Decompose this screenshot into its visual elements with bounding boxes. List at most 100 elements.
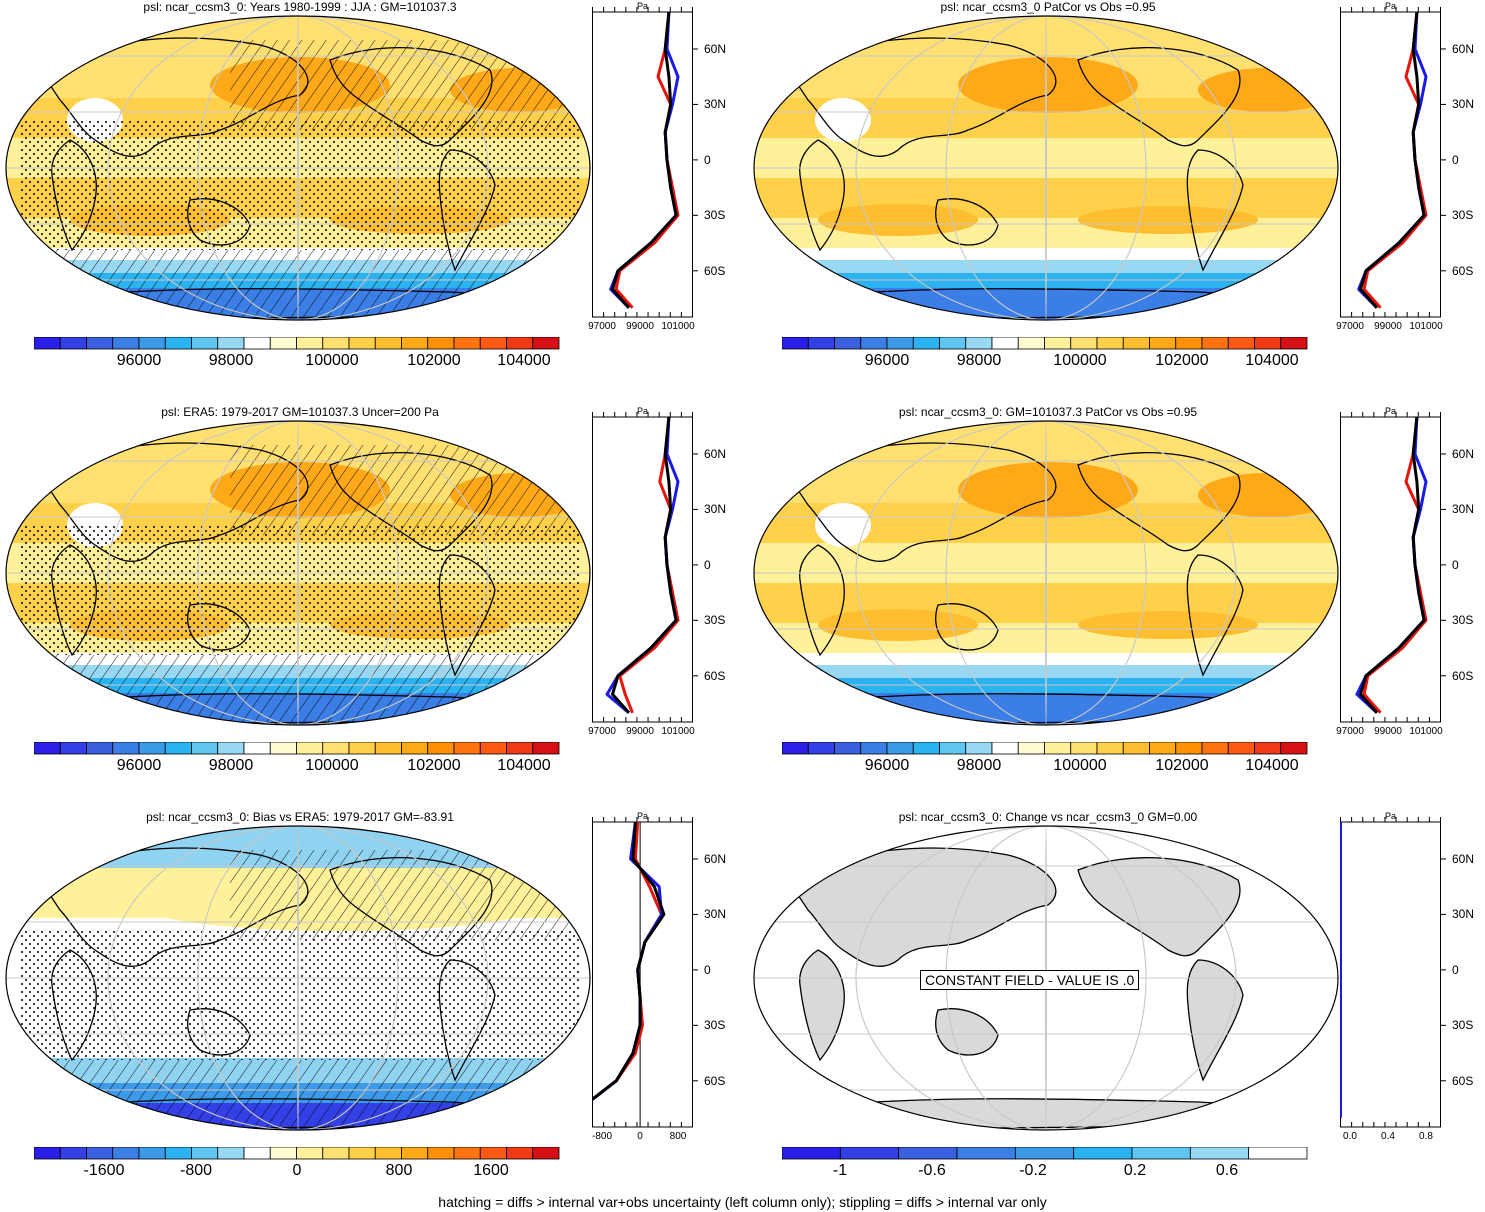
profile-x-tick-label: 101000 (661, 321, 695, 332)
field-band (754, 665, 1338, 678)
colorbar-swatch (886, 742, 914, 755)
latitude-tick-label: 60S (1452, 668, 1474, 683)
profile-x-tick-label: 0.0 (1343, 1131, 1357, 1142)
footer-note: hatching = diffs > internal var+obs unce… (438, 1194, 1047, 1210)
colorbar-tick-label: 1600 (473, 1162, 509, 1179)
hatching-region (6, 655, 590, 725)
colorbar-swatch (34, 337, 61, 350)
colorbar-swatch (506, 742, 534, 755)
profile-line-ref (611, 11, 678, 309)
zonal-profile: Pa (1340, 1, 1446, 318)
profile-x-tick-label: 97000 (1336, 726, 1364, 737)
panel-4: psl: ncar_ccsm3_0: GM=101037.3 PatCor vs… (748, 405, 1485, 805)
profile-x-tick-label: 97000 (588, 321, 616, 332)
colorbar-swatch (217, 1147, 245, 1160)
colorbar-swatch (1201, 337, 1229, 350)
colorbar-swatch (427, 337, 455, 350)
colorbar-tick-label: 104000 (497, 352, 551, 369)
colorbar-swatch (269, 742, 297, 755)
colorbar-swatch (1014, 1147, 1075, 1160)
colorbar-swatch (164, 337, 192, 350)
colorbar-swatch (59, 337, 87, 350)
pressure-high (1078, 611, 1258, 639)
colorbar-swatch (1073, 1147, 1133, 1160)
field-band (754, 248, 1338, 260)
colorbar-swatch (138, 337, 166, 350)
hatching-region (230, 445, 570, 535)
latitude-tick-label: 30S (1452, 1018, 1474, 1033)
colorbar-swatch (965, 742, 993, 755)
colorbar-swatch (401, 1147, 429, 1160)
colorbar-tick-label: 800 (385, 1162, 413, 1179)
latitude-tick-label: 60S (704, 1073, 726, 1088)
latitude-tick-label: 30N (1452, 502, 1475, 517)
graticule-line (297, 16, 299, 320)
graticule-line (945, 16, 1147, 320)
colorbar-swatch (939, 742, 967, 755)
continent-outline (787, 37, 1057, 157)
graticule-line (197, 16, 399, 320)
map-border (5, 15, 591, 321)
colorbar-swatch (956, 1147, 1016, 1160)
colorbar-swatch (479, 1147, 507, 1160)
colorbar-swatch (1070, 742, 1098, 755)
graticule-line (855, 16, 1237, 320)
colorbar-swatch (453, 337, 481, 350)
colorbar-swatch (427, 1147, 455, 1160)
continent-outline (1077, 857, 1241, 957)
colorbar-swatch (1175, 742, 1203, 755)
stippling-region (20, 525, 580, 655)
stippling-region (20, 930, 580, 1060)
colorbar-swatch (243, 742, 271, 755)
pressure-low (815, 503, 871, 547)
profile-x-tick-label: 800 (669, 1131, 687, 1142)
colorbar (782, 1147, 1308, 1160)
colorbar-swatch (59, 1147, 87, 1160)
colorbar-swatch (912, 337, 940, 350)
latitude-tick-label: 30N (704, 97, 727, 112)
profile-x-tick-label: -800 (591, 1131, 613, 1142)
latitude-tick-label: 0 (1452, 152, 1459, 167)
pressure-high (818, 204, 978, 236)
colorbar (782, 337, 1308, 350)
continent-outline (799, 139, 845, 252)
colorbar-swatch (912, 742, 940, 755)
field-band (754, 288, 1338, 320)
colorbar-swatch (86, 1147, 114, 1160)
colorbar-swatch (1070, 337, 1098, 350)
colorbar-swatch (191, 742, 219, 755)
colorbar-swatch (191, 337, 219, 350)
colorbar-swatch (506, 1147, 534, 1160)
latitude-tick-label: 30N (1452, 907, 1475, 922)
latitude-tick-label: 60N (1452, 446, 1475, 461)
colorbar-swatch (834, 742, 862, 755)
colorbar-swatch (1248, 1147, 1308, 1160)
colorbar (34, 337, 560, 350)
continent-outline (1186, 149, 1244, 272)
hatching-region (230, 850, 570, 940)
panel-5: psl: ncar_ccsm3_0: Bias vs ERA5: 1979-20… (0, 810, 738, 1210)
latitude-tick-label: 30N (1452, 97, 1475, 112)
colorbar-swatch (34, 1147, 61, 1160)
graticule-line (945, 421, 1147, 725)
colorbar-swatch (532, 337, 560, 350)
colorbar-swatch (296, 742, 324, 755)
continent-outline (787, 442, 1057, 562)
colorbar-swatch (138, 742, 166, 755)
profile-line-ref (1359, 416, 1426, 714)
colorbar-swatch (807, 337, 835, 350)
zonal-profile: Pa (592, 1, 698, 318)
colorbar-tick-label: 100000 (305, 757, 359, 774)
map-border (753, 825, 1339, 1131)
map-plot (5, 825, 591, 1131)
continent-outline (1186, 554, 1244, 677)
colorbar-swatch (939, 337, 967, 350)
colorbar-tick-label: 96000 (116, 757, 162, 774)
colorbar-tick-label: 102000 (1155, 352, 1209, 369)
profile-unit-label: Pa (1385, 1, 1396, 11)
latitude-tick-label: 60N (1452, 851, 1475, 866)
panel-title: psl: ncar_ccsm3_0: Years 1980-1999 : JJA… (143, 0, 457, 14)
colorbar-swatch (839, 1147, 900, 1160)
colorbar-swatch (34, 742, 61, 755)
continent-outline (1077, 452, 1241, 552)
